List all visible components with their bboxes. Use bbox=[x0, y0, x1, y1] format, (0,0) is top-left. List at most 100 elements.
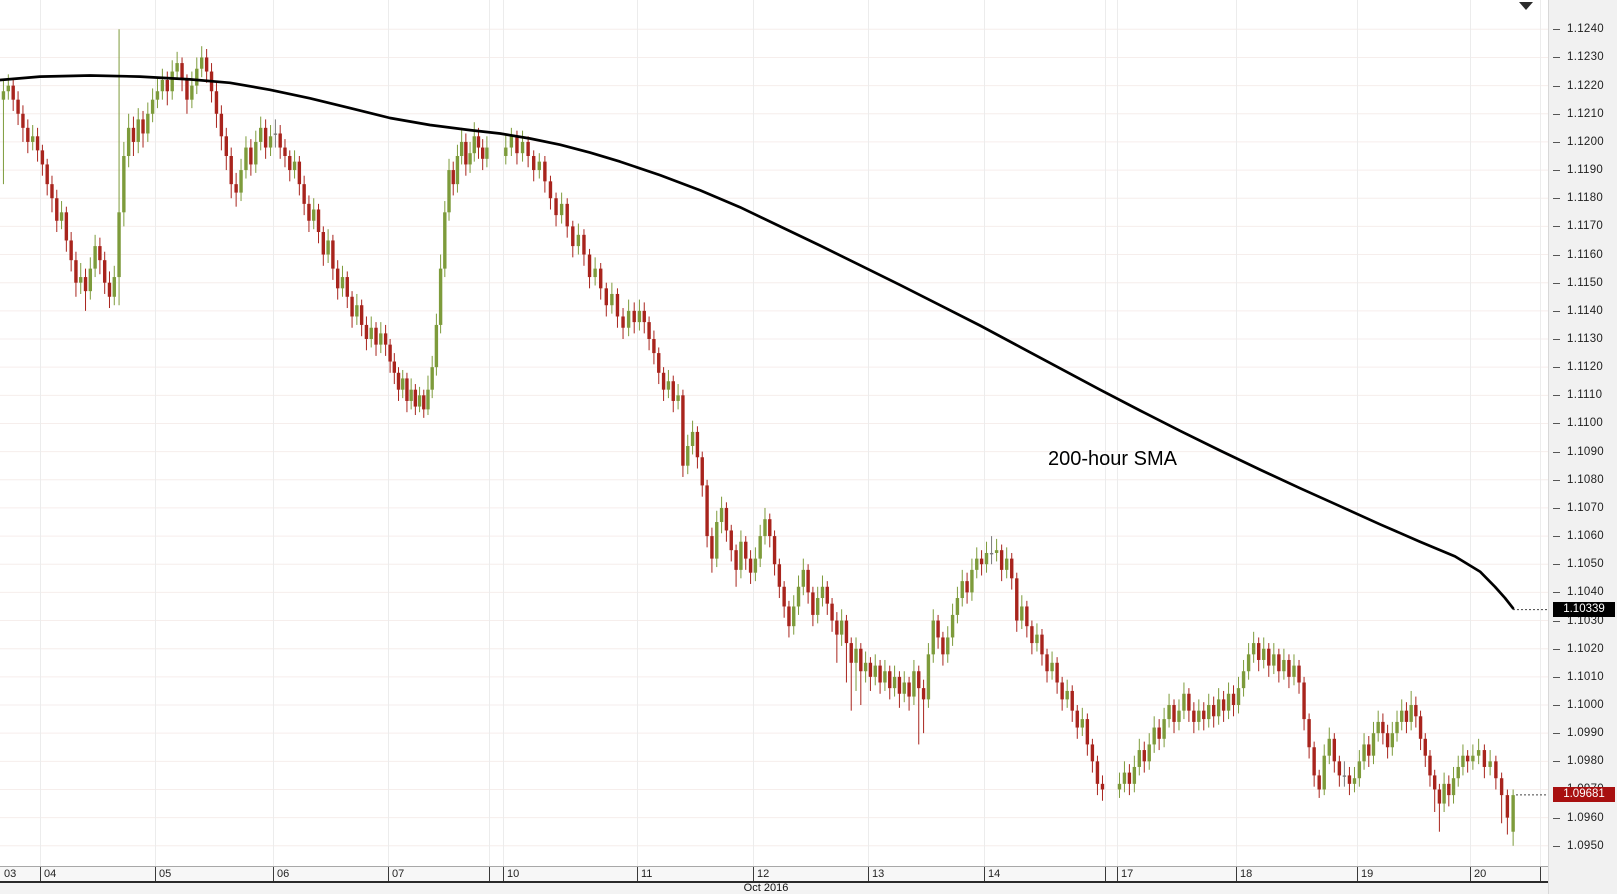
candle-body bbox=[705, 485, 709, 537]
candle-body bbox=[782, 586, 786, 607]
candle-body bbox=[21, 113, 25, 128]
candle-body bbox=[180, 63, 184, 80]
candle-body bbox=[729, 530, 733, 551]
candle-body bbox=[219, 113, 224, 137]
candle-body bbox=[1352, 778, 1357, 784]
candle-body bbox=[520, 141, 525, 154]
candle-body bbox=[1499, 778, 1504, 796]
candle-body bbox=[331, 240, 335, 269]
tick-text: 1.0960 bbox=[1567, 811, 1604, 824]
candle-body bbox=[195, 68, 199, 86]
candle-body bbox=[459, 141, 464, 156]
candle-body bbox=[345, 277, 349, 297]
candle-body bbox=[40, 150, 45, 165]
candle-body bbox=[1400, 710, 1404, 722]
candle-body bbox=[849, 643, 853, 663]
candle-body bbox=[141, 119, 145, 134]
candle-body bbox=[1381, 721, 1385, 734]
tick-dash bbox=[1553, 226, 1560, 228]
candle-body bbox=[1256, 643, 1261, 660]
candle-body bbox=[200, 57, 204, 69]
price-tick-label: 1.1170 bbox=[1549, 219, 1617, 233]
candle-body bbox=[1272, 654, 1276, 666]
last-price-badge: 1.09681 bbox=[1553, 787, 1615, 803]
tick-text: 1.0950 bbox=[1567, 839, 1604, 852]
candle-body bbox=[1226, 693, 1231, 711]
price-tick-label: 1.1220 bbox=[1549, 79, 1617, 93]
candle-body bbox=[1432, 775, 1437, 790]
candle-body bbox=[244, 147, 248, 171]
candle-body bbox=[1055, 662, 1059, 683]
candle-body bbox=[455, 155, 460, 185]
candle-body bbox=[1277, 654, 1281, 672]
candle-body bbox=[1376, 721, 1380, 734]
candle-body bbox=[979, 558, 984, 565]
day-label-05: 05 bbox=[159, 868, 172, 880]
candle-body bbox=[744, 541, 748, 559]
candle-body bbox=[815, 598, 820, 615]
tick-text: 1.1190 bbox=[1567, 164, 1604, 177]
candle-body bbox=[792, 606, 796, 627]
price-tick-label: 1.1100 bbox=[1549, 416, 1617, 430]
price-tick-label: 1.0960 bbox=[1549, 811, 1617, 825]
candle-body bbox=[1287, 659, 1291, 677]
candle-body bbox=[426, 389, 430, 410]
axis-dropdown-arrow-icon[interactable] bbox=[1519, 2, 1533, 10]
tick-dash bbox=[1553, 57, 1560, 59]
candle-body bbox=[165, 79, 169, 92]
tick-text: 1.1130 bbox=[1567, 333, 1604, 345]
candle-body bbox=[6, 85, 11, 92]
candle-body bbox=[554, 198, 558, 216]
candle-body bbox=[126, 127, 131, 156]
candle-body bbox=[548, 181, 553, 199]
price-tick-label: 1.1050 bbox=[1549, 557, 1617, 571]
tick-dash bbox=[1553, 170, 1560, 172]
candle-body bbox=[1015, 578, 1019, 621]
candle-body bbox=[480, 147, 485, 159]
candle-body bbox=[686, 445, 690, 466]
candle-body bbox=[1147, 744, 1151, 762]
candle-body bbox=[1367, 744, 1371, 756]
candle-body bbox=[715, 522, 719, 559]
candle-body bbox=[902, 682, 906, 694]
candle-body bbox=[102, 260, 107, 283]
candle-body bbox=[1192, 710, 1196, 722]
candle-body bbox=[430, 367, 434, 390]
candle-body bbox=[652, 339, 656, 354]
candle-body bbox=[1070, 690, 1074, 711]
candle-body bbox=[1322, 755, 1326, 790]
candle-body bbox=[160, 79, 165, 92]
candle-body bbox=[1385, 733, 1390, 748]
candle-body bbox=[1095, 761, 1100, 784]
time-axis[interactable]: 03 04 05 06 07 10 11 12 13 14 17 18 19 20 Oct 2016 bbox=[0, 866, 1548, 894]
candlestick-chart-plot[interactable] bbox=[0, 0, 1548, 866]
day-separator-tick bbox=[868, 867, 869, 881]
day-label-11: 11 bbox=[641, 868, 653, 880]
candle-body bbox=[883, 671, 887, 683]
candle-body bbox=[1476, 750, 1481, 756]
candle-body bbox=[931, 620, 935, 655]
candle-body bbox=[946, 637, 950, 655]
candle-body bbox=[1482, 750, 1487, 767]
candle-body bbox=[45, 164, 49, 185]
candle-body bbox=[975, 558, 979, 570]
candle-body bbox=[234, 184, 238, 193]
candle-body bbox=[960, 581, 964, 599]
candle-body bbox=[700, 457, 704, 486]
day-separator-tick bbox=[637, 867, 638, 881]
candle-body bbox=[447, 170, 451, 213]
day-label-12: 12 bbox=[757, 868, 770, 880]
candle-body bbox=[1030, 626, 1034, 644]
candle-body bbox=[1142, 750, 1146, 762]
price-axis[interactable]: 1.09501.09601.09701.09801.09901.10001.10… bbox=[1548, 0, 1617, 894]
candle-body bbox=[1317, 775, 1321, 790]
candle-body bbox=[249, 147, 253, 165]
candle-body bbox=[88, 268, 93, 292]
tick-text: 1.0990 bbox=[1567, 727, 1604, 740]
candle-body bbox=[504, 147, 508, 156]
candle-body bbox=[1447, 783, 1451, 796]
price-tick-label: 1.0980 bbox=[1549, 754, 1617, 768]
tick-dash bbox=[1553, 310, 1560, 312]
candle-body bbox=[464, 141, 468, 165]
candle-body bbox=[214, 91, 219, 114]
